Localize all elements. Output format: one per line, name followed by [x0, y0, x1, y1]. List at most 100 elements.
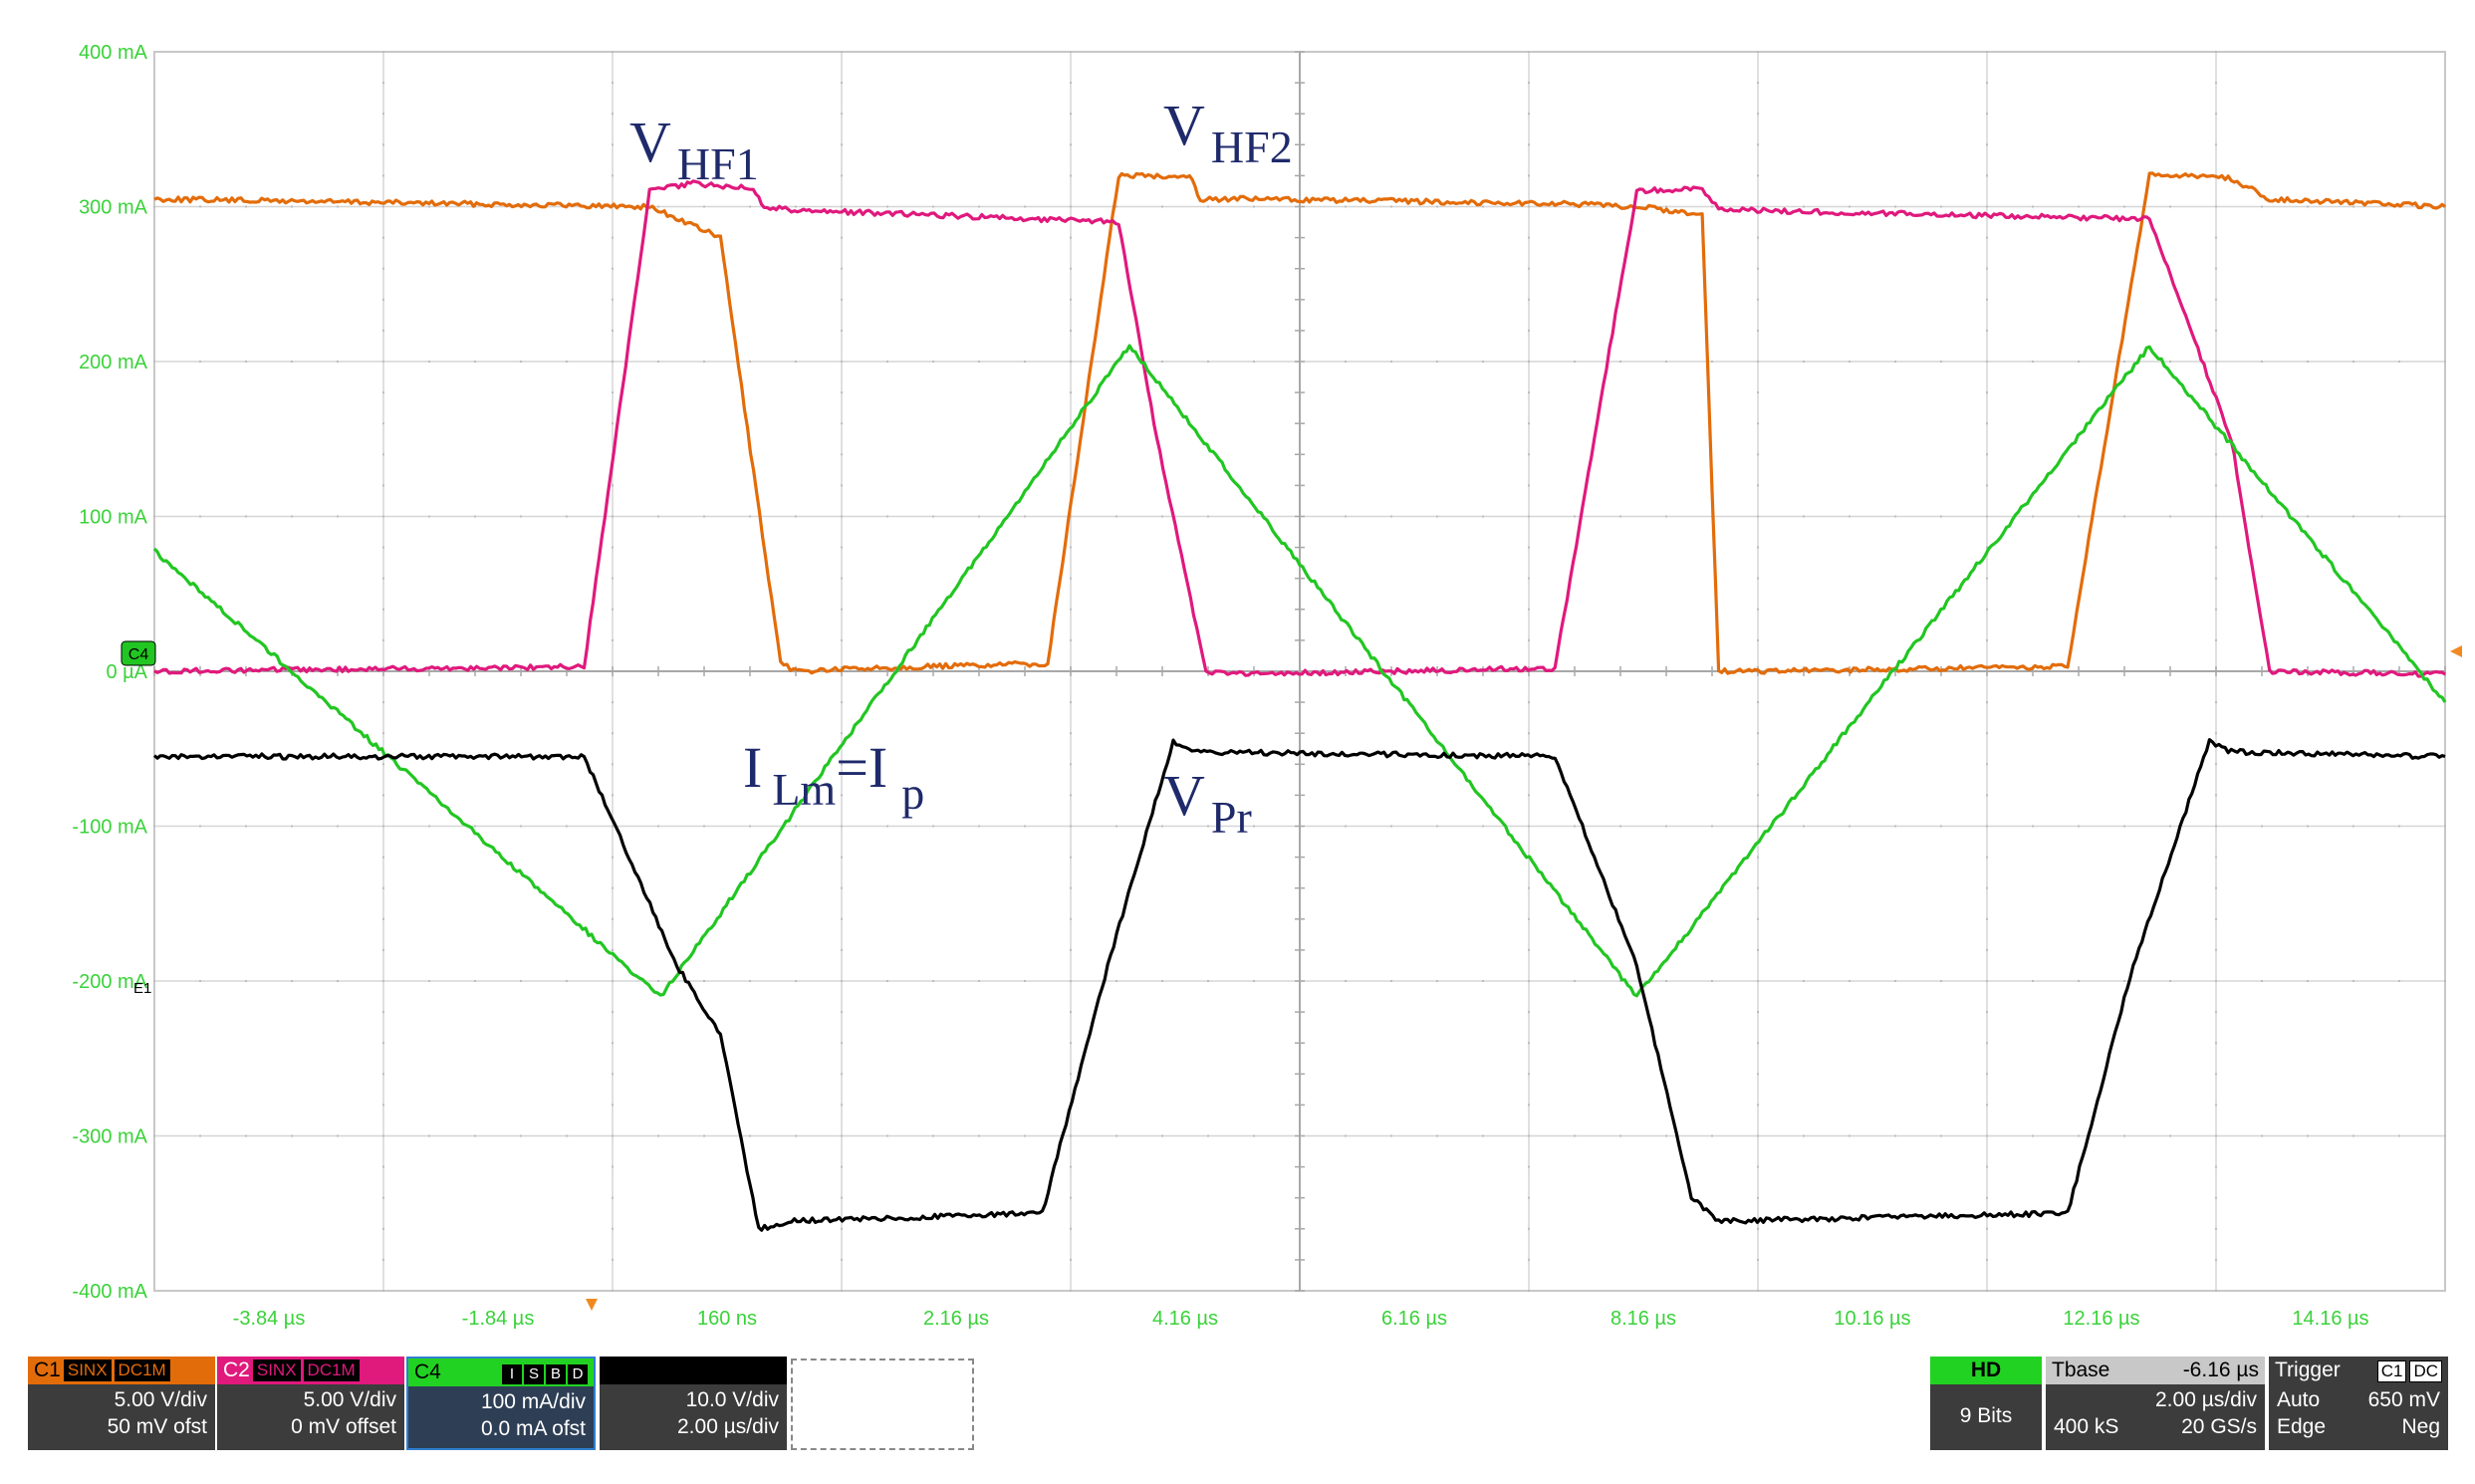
grid-dot: [1803, 1134, 1805, 1137]
grid-dot: [612, 267, 614, 270]
grid-dot: [2215, 701, 2217, 704]
channel-c1-panel[interactable]: C1 SINX DC1M 5.00 V/div 50 mV ofst: [28, 1357, 215, 1450]
grid-dot: [612, 1042, 614, 1045]
grid-dot: [1619, 825, 1621, 828]
grid-dot: [382, 484, 384, 487]
x-axis-labels: -3.84 µs -1.84 µs 160 ns 2.16 µs 4.16 µs 6.16…: [233, 1308, 2369, 1330]
grid-dot: [382, 515, 384, 518]
c1-header: C1 SINX DC1M: [28, 1357, 215, 1384]
grid-dot: [612, 329, 614, 332]
empty-channel-slot[interactable]: [791, 1359, 974, 1450]
grid-dot: [428, 825, 430, 828]
grid-dot: [978, 361, 980, 363]
c1-offset: 50 mV ofst: [107, 1415, 207, 1438]
grid-dot: [1528, 143, 1530, 146]
grid-dot: [382, 732, 384, 735]
grid-dot: [612, 794, 614, 797]
grid-dot: [2078, 825, 2080, 828]
grid-dot: [1894, 361, 1896, 363]
grid-dot: [382, 1196, 384, 1199]
grid-dot: [291, 361, 293, 363]
grid-dot: [153, 825, 155, 828]
annotation-ilm-sub: Lm: [772, 764, 836, 815]
grid-dot: [2169, 825, 2171, 828]
grid-dot: [1986, 82, 1988, 85]
grid-dot: [1757, 82, 1759, 85]
grid-dot: [2215, 825, 2217, 828]
grid-dot: [612, 825, 614, 828]
grid-dot: [841, 174, 843, 177]
grid-dot: [841, 608, 843, 611]
annotation-vhf2-main: V: [1163, 93, 1205, 157]
grid-dot: [1574, 205, 1576, 208]
grid-dot: [1528, 484, 1530, 487]
grid-dot: [841, 1134, 843, 1137]
grid-dot: [612, 1011, 614, 1014]
trace-0: [153, 171, 2446, 675]
grid-dot: [566, 1134, 568, 1137]
grid-dot: [1894, 980, 1896, 982]
y-tick-label: -300 mA: [72, 1126, 147, 1148]
grid-dot: [1390, 515, 1392, 518]
grid-dot: [1482, 205, 1484, 208]
grid-dot: [1482, 825, 1484, 828]
grid-dot: [1849, 1134, 1851, 1137]
hd-panel[interactable]: HD 9 Bits: [1930, 1357, 2042, 1450]
grid-dot: [1390, 825, 1392, 828]
c4-marker-label: C4: [128, 646, 149, 663]
grid-dot: [2215, 1290, 2217, 1292]
grid-dot: [1757, 391, 1759, 394]
c2-header: C2 SINX DC1M: [217, 1357, 404, 1384]
grid-dot: [1757, 825, 1759, 828]
grid-dot: [1528, 825, 1530, 828]
grid-dot: [795, 825, 797, 828]
annotation-vpr-sub: Pr: [1211, 792, 1252, 843]
grid-dot: [474, 361, 476, 363]
grid-dot: [1070, 701, 1072, 704]
grid-dot: [2032, 1134, 2034, 1137]
grid-dot: [841, 1258, 843, 1261]
trigger-panel[interactable]: Trigger C1 DC Auto 650 mV Edge Neg: [2269, 1357, 2448, 1450]
grid-dot: [1070, 1165, 1072, 1168]
grid-dot: [703, 980, 705, 982]
grid-dot: [1528, 1042, 1530, 1045]
grid-dot: [2078, 980, 2080, 982]
c4-ground-marker[interactable]: C4: [121, 640, 156, 666]
grid-dot: [1528, 948, 1530, 951]
channel-c2-panel[interactable]: C2 SINX DC1M 5.00 V/div 0 mV offset: [217, 1357, 404, 1450]
grid-dot: [1757, 205, 1759, 208]
trigger-level-marker[interactable]: [2450, 645, 2462, 657]
grid-dot: [932, 825, 934, 828]
grid-dot: [1940, 515, 1942, 518]
grid-dot: [2123, 515, 2125, 518]
timebase-panel[interactable]: Tbase -6.16 µs 2.00 µs/div 400 kS 20 GS/…: [2046, 1357, 2265, 1450]
grid-dot: [1940, 361, 1942, 363]
math-channel-panel[interactable]: 10.0 V/div 2.00 µs/div: [600, 1357, 787, 1450]
grid-dot: [1070, 917, 1072, 920]
grid-dot: [841, 267, 843, 270]
grid-dot: [1436, 980, 1438, 982]
grid-dot: [1390, 980, 1392, 982]
grid-dot: [2352, 980, 2354, 982]
trigger-time-marker[interactable]: [586, 1299, 598, 1311]
grid-dot: [1528, 1165, 1530, 1168]
grid-dot: [291, 515, 293, 518]
grid-dot: [841, 422, 843, 425]
grid-dot: [199, 825, 201, 828]
grid-dot: [337, 361, 339, 363]
grid-dot: [382, 329, 384, 332]
grid-dot: [703, 205, 705, 208]
grid-dot: [1849, 205, 1851, 208]
x-tick-label: 12.16 µs: [2063, 1308, 2139, 1330]
grid-dot: [2215, 638, 2217, 641]
x-tick-label: -3.84 µs: [233, 1308, 306, 1330]
grid-dot: [291, 825, 293, 828]
grid-dot: [2352, 825, 2354, 828]
grid-dot: [1115, 515, 1117, 518]
grid-dot: [1436, 361, 1438, 363]
grid-dot: [1986, 886, 1988, 889]
grid-dot: [841, 1227, 843, 1230]
grid-dot: [1024, 361, 1026, 363]
grid-dot: [841, 1042, 843, 1045]
